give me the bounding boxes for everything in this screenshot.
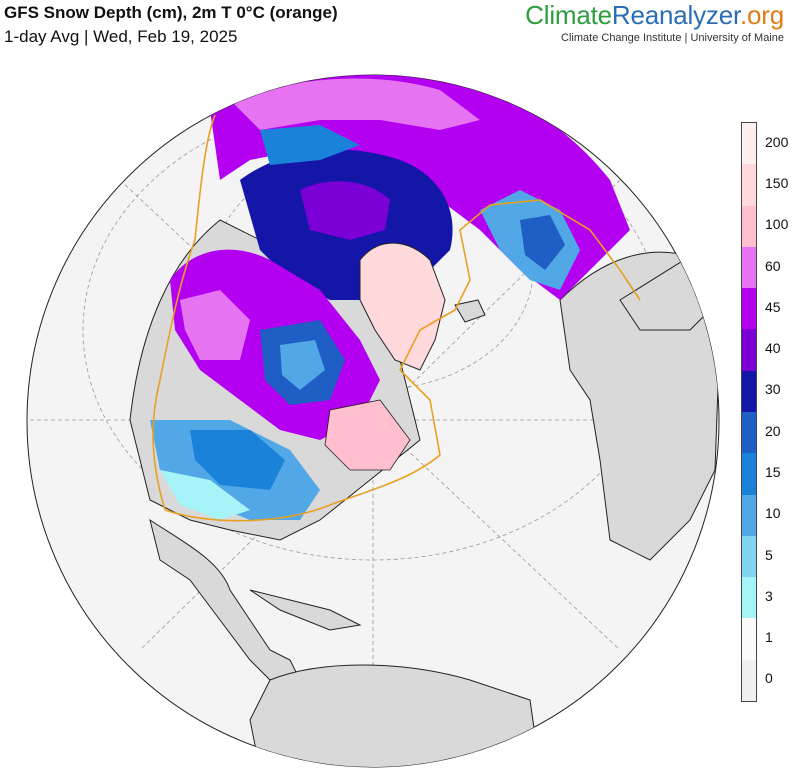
legend-swatch bbox=[742, 164, 756, 206]
snow-arctic-center bbox=[300, 181, 390, 240]
land-central-america bbox=[149, 518, 301, 691]
legend-swatch bbox=[742, 370, 756, 412]
legend-swatch bbox=[742, 246, 756, 289]
brand-part-org: .org bbox=[739, 0, 784, 30]
legend-swatch bbox=[742, 494, 756, 536]
snow-quebec bbox=[324, 399, 411, 471]
legend-label: 15 bbox=[765, 463, 781, 480]
snow-siberia-blue bbox=[260, 125, 360, 165]
snow-us-north bbox=[190, 430, 285, 490]
legend-swatch bbox=[742, 535, 756, 578]
legend-label: 60 bbox=[765, 257, 781, 274]
legend-label: 100 bbox=[765, 216, 789, 233]
legend-label: 45 bbox=[765, 298, 781, 315]
land-iceland bbox=[454, 299, 486, 323]
brand-part-reanalyzer: Reanalyzer bbox=[611, 0, 740, 30]
legend-swatch bbox=[742, 453, 756, 495]
legend-label: 3 bbox=[765, 587, 773, 604]
map-title: GFS Snow Depth (cm), 2m T 0°C (orange) bbox=[4, 3, 338, 22]
legend-label: 10 bbox=[765, 505, 781, 522]
snow-us-light bbox=[160, 470, 250, 520]
legend-label: 150 bbox=[765, 174, 789, 191]
snow-hudson-light bbox=[280, 340, 325, 390]
legend-swatch bbox=[742, 618, 756, 660]
map-subtitle: 1-day Avg | Wed, Feb 19, 2025 bbox=[4, 27, 238, 46]
color-legend-bar bbox=[741, 122, 757, 702]
legend-label: 30 bbox=[765, 381, 781, 398]
legend-label: 1 bbox=[765, 629, 773, 646]
legend-label: 200 bbox=[765, 133, 789, 150]
brand-logo[interactable]: ClimateReanalyzer.org bbox=[525, 0, 784, 31]
freezing-line bbox=[152, 114, 641, 522]
legend-swatch bbox=[742, 205, 756, 247]
legend-label: 40 bbox=[765, 340, 781, 357]
legend-label: 0 bbox=[765, 670, 773, 687]
snow-greenland bbox=[359, 242, 446, 371]
brand-part-climate: Climate bbox=[525, 0, 612, 30]
brand-subtitle: Climate Change Institute | University of… bbox=[561, 32, 784, 44]
snow-scandinavia-deep bbox=[520, 215, 565, 270]
land-south-america bbox=[249, 664, 541, 767]
legend-swatch bbox=[742, 412, 756, 454]
legend-label: 20 bbox=[765, 422, 781, 439]
land-caribbean bbox=[249, 589, 362, 631]
legend-swatch bbox=[742, 659, 756, 701]
snow-eurasia-light bbox=[230, 78, 480, 130]
legend-swatch bbox=[742, 288, 756, 330]
legend-swatch bbox=[742, 329, 756, 371]
legend-swatch bbox=[742, 123, 756, 165]
snow-canada-pink bbox=[180, 290, 250, 360]
legend-label: 5 bbox=[765, 546, 773, 563]
legend-swatch bbox=[742, 577, 756, 619]
